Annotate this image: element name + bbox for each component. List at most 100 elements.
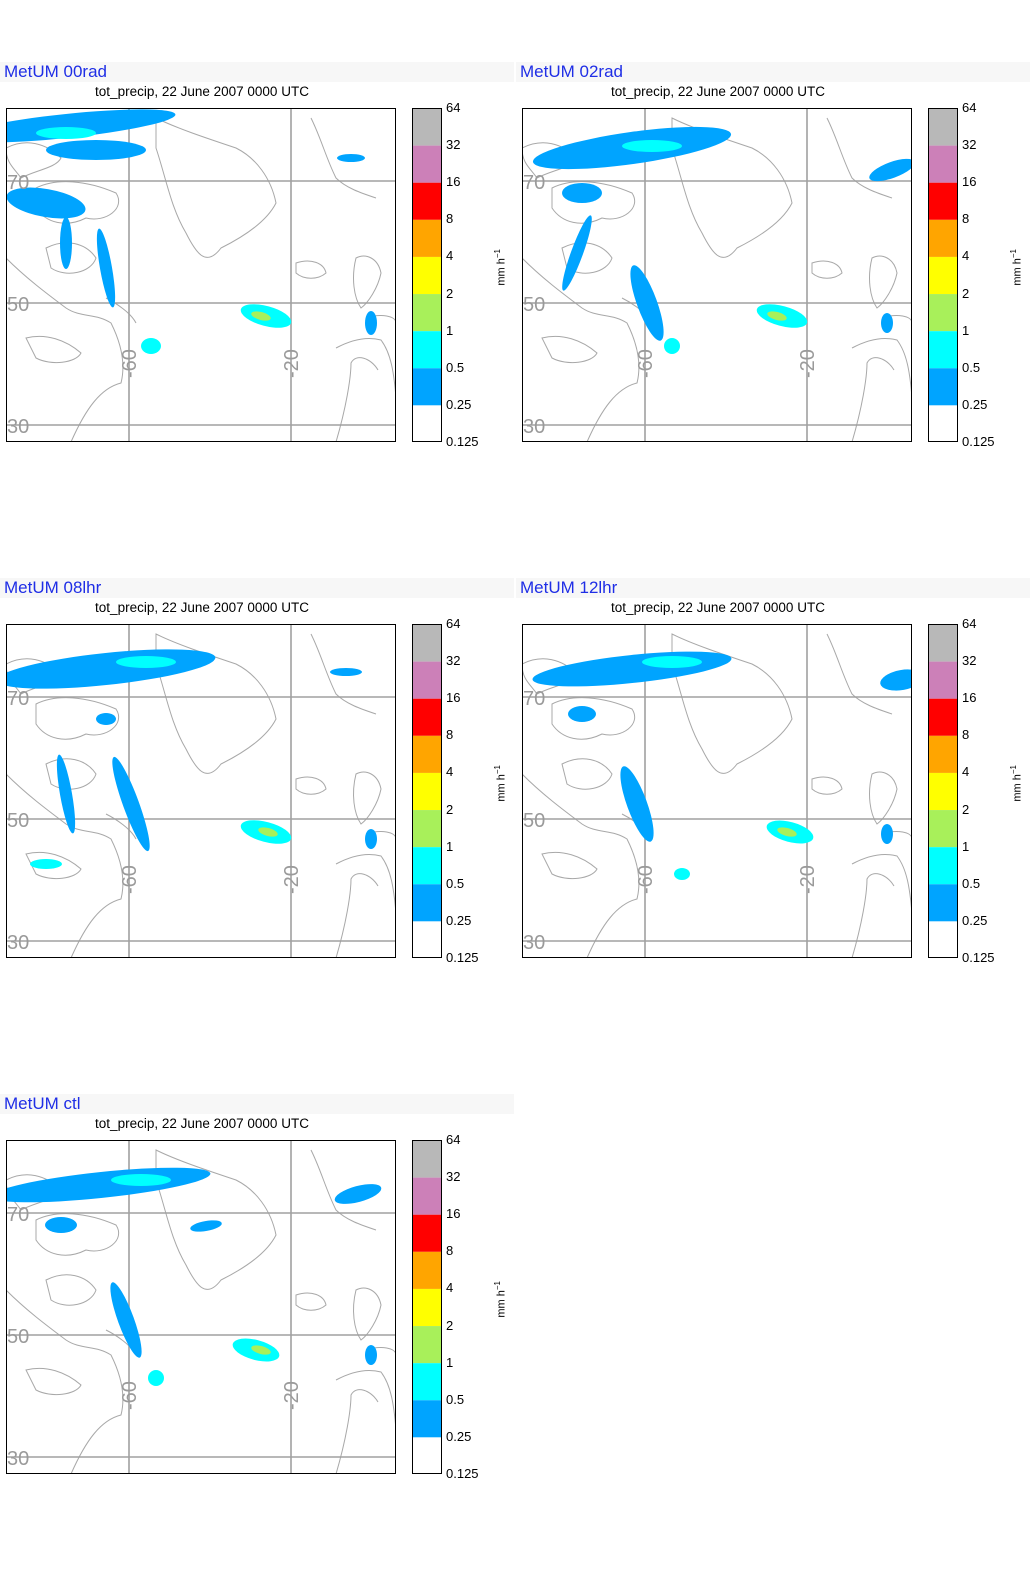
colorbar-segment xyxy=(412,810,442,848)
lon-label: -20 xyxy=(797,349,819,378)
colorbar-tick-label: 16 xyxy=(446,1206,461,1222)
precip-cell xyxy=(6,649,216,689)
colorbar-segment xyxy=(412,1363,442,1401)
colorbar-tick-label: 64 xyxy=(446,100,461,115)
lat-label: 50 xyxy=(523,810,545,832)
lon-label: -60 xyxy=(635,865,657,894)
lon-label: -20 xyxy=(281,865,303,894)
precip-fields xyxy=(6,1167,382,1386)
lat-label: 70 xyxy=(7,1204,29,1226)
colorbar-tick-label: 8 xyxy=(446,727,454,743)
colorbar-segment xyxy=(412,145,442,183)
precip-cell xyxy=(258,827,278,837)
coastlines xyxy=(522,117,912,442)
lat-label: 30 xyxy=(7,1448,29,1470)
colorbar-frame xyxy=(412,108,442,442)
colorbar-segment xyxy=(928,624,958,662)
lon-label: -60 xyxy=(635,349,657,378)
precip-cell xyxy=(620,766,654,842)
colorbar-segment xyxy=(928,698,958,736)
precip-cell xyxy=(96,713,116,725)
colorbar-tick-label: 16 xyxy=(962,690,977,706)
grid-labels: 70 50 30 -60 -20 xyxy=(523,172,819,438)
map-frame xyxy=(6,108,396,442)
colorbar-tick-label: 8 xyxy=(962,211,970,227)
colorbar-tick-label: 32 xyxy=(962,653,977,669)
colorbar-labels: 64 32 16 8 4 2 1 0.5 0.25 0.125 xyxy=(446,617,496,965)
colorbar-segment xyxy=(928,661,958,699)
colorbar-unit: mm h−1 xyxy=(492,765,508,802)
precip-cell xyxy=(116,656,176,668)
precip-cell xyxy=(111,1174,171,1186)
colorbar-tick-label: 4 xyxy=(446,764,454,780)
grid-labels: 70 50 30 -60 -20 xyxy=(523,688,819,954)
precip-cell xyxy=(46,140,146,160)
lat-label: 30 xyxy=(7,932,29,954)
colorbar-unit: mm h−1 xyxy=(1008,249,1024,286)
precip-cell xyxy=(6,187,86,219)
colorbar-tick-label: 16 xyxy=(962,174,977,190)
lat-label: 50 xyxy=(7,810,29,832)
colorbar-tick-label: 0.125 xyxy=(962,434,995,449)
colorbar-segment xyxy=(928,810,958,848)
colorbar-labels: 64 32 16 8 4 2 1 0.5 0.25 0.125 xyxy=(962,617,1012,965)
precip-cell xyxy=(869,158,912,182)
colorbar-tick-label: 8 xyxy=(446,1243,454,1259)
precip-cell xyxy=(365,1345,377,1365)
colorbar-tick-label: 0.125 xyxy=(446,434,479,449)
colorbar-segment xyxy=(412,624,442,662)
colorbar-segment xyxy=(412,661,442,699)
lon-label: -20 xyxy=(281,1381,303,1410)
precip-map: 70 50 30 -60 -20 xyxy=(6,624,396,958)
colorbar-tick-label: 64 xyxy=(962,616,977,631)
lon-label: -20 xyxy=(797,865,819,894)
colorbar-segment xyxy=(928,331,958,369)
panel-subtitle: tot_precip, 22 June 2007 0000 UTC xyxy=(611,600,825,615)
colorbar-segment xyxy=(412,182,442,220)
panel-title: MetUM 00rad xyxy=(0,62,514,82)
precip-cell xyxy=(568,706,596,722)
panel-subtitle: tot_precip, 22 June 2007 0000 UTC xyxy=(95,1116,309,1131)
colorbar-labels: 64 32 16 8 4 2 1 0.5 0.25 0.125 xyxy=(962,101,1012,449)
colorbar-tick-label: 1 xyxy=(962,322,970,338)
panel-subtitle: tot_precip, 22 June 2007 0000 UTC xyxy=(611,84,825,99)
colorbar-tick-label: 16 xyxy=(446,690,461,706)
colorbar-segment xyxy=(412,294,442,332)
colorbar-segment xyxy=(412,1140,442,1178)
colorbar-tick-label: 4 xyxy=(962,248,970,264)
precip-cell xyxy=(190,1220,222,1232)
precip-cell xyxy=(622,140,682,152)
colorbar-segment xyxy=(928,405,958,442)
colorbar-labels: 64 32 16 8 4 2 1 0.5 0.25 0.125 xyxy=(446,1133,496,1481)
precip-cell xyxy=(664,338,680,354)
precip-cell xyxy=(251,1345,271,1355)
colorbar-segment xyxy=(412,1251,442,1289)
precip-cell xyxy=(562,183,602,203)
colorbar-tick-label: 0.125 xyxy=(446,1466,479,1481)
coastlines xyxy=(6,117,396,442)
colorbar-tick-label: 0.25 xyxy=(962,396,988,412)
colorbar-tick-label: 0.25 xyxy=(446,912,472,928)
colorbar-tick-label: 2 xyxy=(446,801,454,817)
colorbar-segment xyxy=(928,294,958,332)
colorbar-segment xyxy=(412,735,442,773)
lat-label: 30 xyxy=(7,416,29,438)
colorbar-tick-label: 1 xyxy=(962,838,970,854)
grid-labels: 70 50 30 -60 -20 xyxy=(7,1204,303,1470)
colorbar-tick-label: 2 xyxy=(446,285,454,301)
colorbar-tick-label: 1 xyxy=(446,322,454,338)
lat-label: 30 xyxy=(523,416,545,438)
precip-cell xyxy=(96,228,116,308)
colorbar-segment xyxy=(928,735,958,773)
colorbar-segment xyxy=(412,884,442,922)
panel-title: MetUM 12lhr xyxy=(516,578,1030,598)
precip-cell xyxy=(6,1167,211,1203)
precip-cell xyxy=(777,827,797,837)
colorbar-tick-label: 32 xyxy=(446,653,461,669)
colorbar-frame xyxy=(928,108,958,442)
lat-label: 50 xyxy=(7,294,29,316)
map-frame xyxy=(522,108,912,442)
colorbar-tick-label: 8 xyxy=(962,727,970,743)
lon-label: -20 xyxy=(281,349,303,378)
colorbar-segment xyxy=(928,256,958,295)
